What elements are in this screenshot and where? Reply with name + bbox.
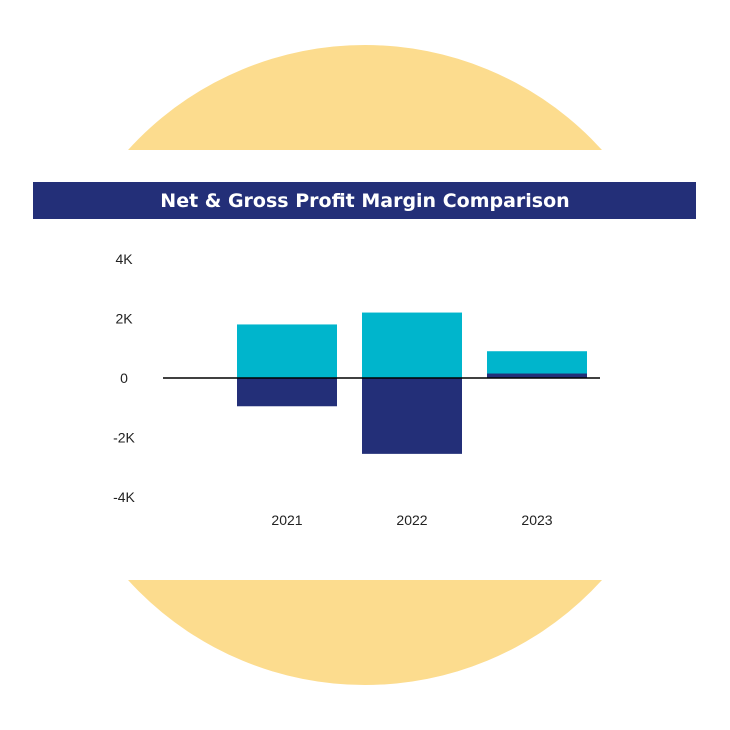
x-tick-label: 2023 (521, 512, 552, 528)
x-tick-label: 2022 (396, 512, 427, 528)
bar-series-2-2021 (237, 378, 337, 407)
title-band (33, 182, 696, 219)
y-tick-label: 2K (115, 311, 133, 327)
y-axis-ticks: 4K 2K 0 -2K -4K (113, 251, 135, 505)
bar-series-1-2022 (362, 312, 462, 378)
bars-layer (237, 312, 587, 454)
y-tick-label: -2K (113, 430, 135, 446)
chart-title: Net & Gross Profit Margin Comparison (160, 190, 569, 212)
bar-series-2-2022 (362, 378, 462, 454)
y-tick-label: -4K (113, 489, 135, 505)
x-tick-label: 2021 (271, 512, 302, 528)
bar-series-2-2023 (487, 373, 587, 378)
bar-series-1-2021 (237, 324, 337, 378)
y-tick-label: 0 (120, 370, 128, 386)
x-axis-ticks: 2021 2022 2023 (271, 512, 552, 528)
y-tick-label: 4K (115, 251, 133, 267)
